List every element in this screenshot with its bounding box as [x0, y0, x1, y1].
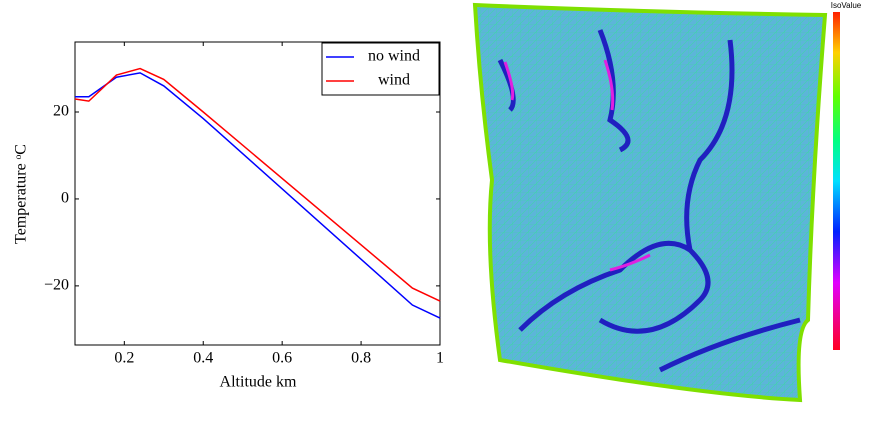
y-tick-label: 20: [53, 103, 69, 120]
x-tick-label: 0.2: [114, 350, 134, 367]
x-tick-label: 0.6: [272, 350, 292, 367]
legend-box: [321, 42, 440, 96]
x-tick-label: 1: [436, 350, 444, 367]
colorbar-title: IsoValue: [831, 1, 862, 10]
x-axis-label: Altitude km: [220, 374, 297, 391]
legend-label: no wind: [368, 48, 420, 65]
x-tick-label: 0.8: [351, 350, 371, 367]
x-tick-label: 0.4: [193, 350, 213, 367]
series-line: [75, 72, 441, 319]
y-axis-label: Temperature ᵒC: [13, 144, 30, 244]
y-tick-label: −20: [44, 277, 69, 294]
series-line: [74, 67, 441, 302]
plot-frame: [74, 41, 441, 346]
legend-label: wind: [378, 72, 410, 89]
y-tick-label: 0: [61, 190, 69, 207]
mesh-image: IsoValue: [472, 1, 862, 403]
